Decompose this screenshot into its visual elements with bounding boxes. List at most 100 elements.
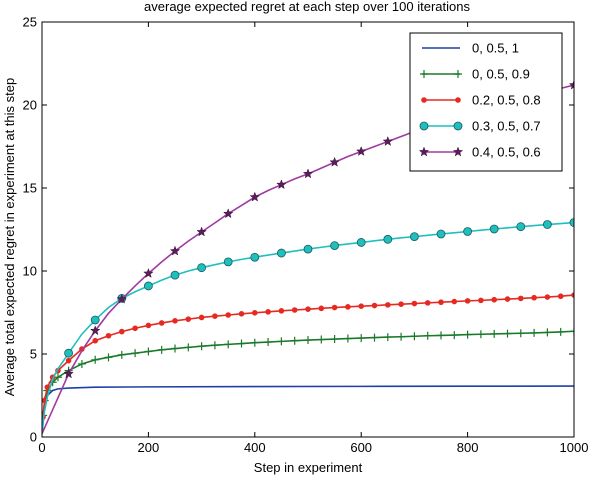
axis-ticks: 0 200 400 600 800 1000 0 5 10 15 20 25 (23, 15, 589, 456)
data-point (210, 341, 219, 350)
data-point (222, 208, 234, 219)
data-point (423, 331, 432, 340)
legend-label: 0.4, 0.5, 0.6 (472, 145, 541, 160)
legend-marker (454, 70, 462, 78)
data-point (530, 328, 539, 337)
y-tick-label: 15 (23, 181, 37, 196)
data-point (63, 368, 74, 379)
series-3 (42, 292, 574, 434)
data-point (170, 270, 180, 280)
legend-marker (420, 70, 428, 78)
data-point (463, 330, 472, 339)
series-2 (42, 327, 574, 434)
legend-marker (452, 146, 464, 157)
data-point (116, 293, 128, 304)
data-point (225, 312, 231, 318)
data-point (516, 329, 525, 338)
data-point (543, 328, 552, 337)
data-point (355, 145, 367, 156)
data-point (570, 327, 574, 336)
data-point (223, 257, 233, 267)
x-tick-label: 400 (244, 440, 266, 455)
data-point (277, 337, 286, 346)
y-tick-label: 5 (30, 347, 37, 362)
data-point (531, 294, 537, 301)
data-point (64, 348, 73, 358)
data-point (438, 299, 444, 306)
x-tick-label: 800 (457, 440, 479, 455)
data-point (450, 331, 459, 340)
data-point (303, 244, 313, 254)
legend-entry: 0.2, 0.5, 0.8 (421, 93, 541, 108)
data-point (571, 292, 574, 298)
data-point (119, 328, 125, 335)
data-point (169, 245, 181, 256)
data-point (278, 308, 285, 314)
x-axis-label: Step in experiment (254, 460, 363, 475)
data-point (249, 191, 261, 202)
y-tick-label: 20 (23, 98, 37, 113)
data-point (302, 168, 314, 179)
data-point (409, 232, 419, 242)
data-point (196, 226, 207, 237)
data-point (276, 248, 286, 258)
series-1 (42, 385, 574, 434)
data-point (503, 329, 512, 338)
x-tick-label: 0 (38, 440, 45, 455)
data-point (358, 303, 365, 309)
legend-marker (453, 121, 463, 131)
data-point (382, 136, 394, 146)
data-point (476, 330, 485, 339)
series-4 (42, 218, 574, 434)
chart-title: average expected regret at each step ove… (144, 0, 470, 14)
data-point (143, 281, 153, 291)
data-point (343, 334, 352, 343)
series-line (42, 294, 574, 434)
series-line (42, 221, 574, 434)
data-point (356, 238, 366, 247)
legend-entry: 0.3, 0.5, 0.7 (419, 119, 541, 134)
data-point (490, 329, 499, 338)
data-point (290, 336, 299, 345)
data-point (557, 293, 564, 300)
data-point (385, 302, 391, 308)
data-point (370, 333, 379, 342)
data-point (144, 347, 153, 356)
data-point (197, 263, 207, 273)
data-point (184, 343, 193, 352)
legend-label: 0.3, 0.5, 0.7 (472, 119, 541, 134)
series-line (42, 385, 574, 434)
x-tick-label: 1000 (560, 440, 589, 455)
legend-marker (419, 121, 429, 131)
data-point (250, 338, 259, 347)
data-point (104, 353, 113, 362)
data-point (411, 300, 418, 307)
data-point (451, 298, 458, 305)
x-tick-label: 200 (138, 440, 160, 455)
data-point (90, 315, 100, 325)
data-point (556, 327, 565, 336)
data-point (330, 241, 340, 251)
data-point (143, 267, 154, 278)
data-point (185, 316, 192, 322)
data-point (276, 179, 287, 190)
y-tick-label: 0 (30, 430, 37, 445)
data-point (543, 220, 552, 229)
legend-box (409, 32, 563, 172)
data-point (198, 314, 205, 321)
data-point (357, 334, 366, 343)
legend-label: 0, 0.5, 1 (472, 41, 519, 56)
data-point (383, 333, 392, 342)
data-point (491, 296, 498, 303)
data-point (329, 156, 340, 167)
data-point (383, 234, 393, 244)
legend-label: 0.2, 0.5, 0.8 (472, 93, 541, 108)
data-point (518, 295, 524, 302)
data-point (224, 340, 233, 349)
data-point (516, 222, 526, 232)
data-point (544, 294, 551, 300)
data-point (238, 311, 245, 317)
data-point (436, 229, 446, 239)
plot-frame (41, 21, 575, 438)
